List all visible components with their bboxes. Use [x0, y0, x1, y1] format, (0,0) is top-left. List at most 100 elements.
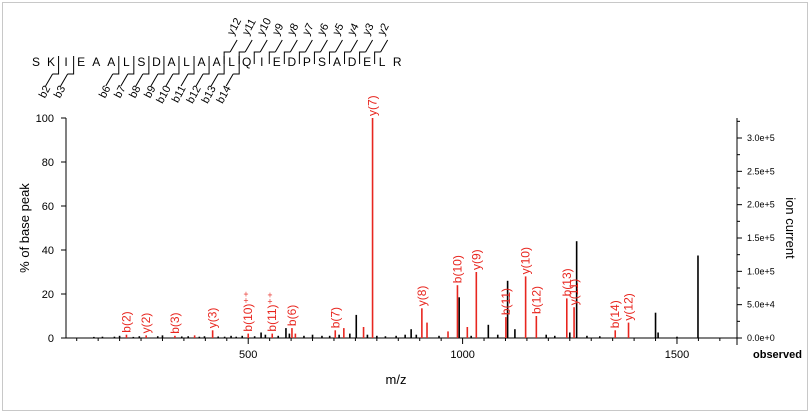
b-ion-bracket	[188, 56, 195, 75]
y-ion-bracket	[374, 51, 381, 64]
y-ion-leader	[335, 39, 343, 53]
y-ion-bracket	[313, 51, 321, 64]
sequence-residue: S	[137, 55, 145, 69]
y-ion-leader	[274, 39, 283, 53]
b-ion-leader	[195, 73, 204, 87]
y-ion-label: y6	[315, 22, 331, 38]
y-ion-leader	[319, 39, 328, 53]
y-ion-label: y10	[255, 16, 274, 37]
x-tick-label: 1000	[450, 349, 474, 361]
y-ion-bracket	[253, 51, 261, 64]
peak-label: b(3)	[168, 312, 182, 333]
y-ion-bracket	[283, 51, 291, 64]
peak-label: b(10)⁺⁺	[241, 291, 255, 332]
x-tick-label: 500	[239, 349, 257, 361]
peak-label: y(10)	[519, 247, 533, 274]
peak-label: y(2)	[139, 313, 153, 334]
y-ion-leader	[289, 39, 298, 53]
y2-tick-label: 2.0e+5	[747, 200, 775, 210]
y-ion-bracket	[359, 51, 366, 64]
y-ion-leader	[350, 39, 358, 53]
b-ion-label: b13	[200, 84, 219, 106]
b-ion-bracket	[52, 56, 60, 75]
b-ion-leader	[225, 73, 234, 87]
b-ion-label: b6	[97, 84, 113, 100]
b-ion-leader	[165, 73, 174, 87]
y-ion-label: y7	[300, 22, 316, 38]
y-ion-leader	[244, 39, 253, 53]
y-ion-leader	[380, 39, 389, 53]
sequence-residue: D	[348, 55, 357, 69]
chart-frame	[2, 2, 808, 411]
sequence-residue: Q	[242, 55, 251, 69]
x-axis-title: m/z	[386, 372, 407, 387]
b-ion-leader	[210, 73, 219, 87]
y2-tick-label: 2.5e+5	[747, 166, 775, 176]
b-ion-label: b12	[185, 84, 204, 106]
y-ion-label: y3	[361, 22, 377, 38]
y-ion-label: y5	[331, 22, 347, 38]
y-axis-title: % of base peak	[17, 183, 32, 273]
sequence-residue: I	[64, 55, 67, 69]
sequence-residue: L	[123, 55, 130, 69]
y-ion-label: y8	[285, 22, 301, 38]
spectrum-peaks	[93, 118, 699, 338]
b-ion-leader	[60, 73, 69, 87]
sequence-residue: E	[77, 55, 85, 69]
peak-label: y(12)	[622, 293, 636, 320]
b-ion-bracket	[67, 56, 75, 75]
peak-label: b(10)	[450, 255, 464, 283]
sequence-residue: D	[152, 55, 161, 69]
sequence-residue: A	[213, 55, 221, 69]
b-ion-label: b10	[154, 84, 173, 106]
sequence-residue: A	[167, 55, 175, 69]
peak-label: b(11)⁺⁺	[265, 292, 279, 332]
y-ion-label: y2	[376, 22, 392, 38]
sequence-residue: I	[260, 55, 263, 69]
b-ion-label: b8	[127, 84, 143, 100]
b-ion-label: b2	[37, 84, 53, 100]
y-ion-bracket	[268, 51, 276, 64]
sequence-residue: P	[303, 55, 311, 69]
y-tick-label: 0	[48, 333, 54, 345]
b-ion-label: b3	[52, 84, 68, 100]
sequence-residue: E	[273, 55, 281, 69]
b-ion-bracket	[127, 56, 135, 75]
y-tick-label: 60	[42, 201, 54, 213]
peak-label: y(3)	[206, 308, 220, 329]
y-ion-leader	[304, 39, 313, 53]
peak-labels: b(2) y(2) b(3) y(3) b(10)⁺⁺ b(11)⁺⁺ b(6) b(7) y(…	[119, 95, 635, 333]
y-ion-leader	[259, 39, 268, 53]
y-ion-bracket	[328, 51, 336, 64]
y2-axis-title: ion current	[783, 197, 798, 259]
b-ion-bracket	[203, 56, 210, 75]
x-footer-label: observed	[753, 349, 802, 361]
peak-label: y(9)	[469, 249, 483, 270]
y-ion-label: y12	[225, 16, 244, 37]
y-tick-label: 100	[36, 113, 54, 125]
y-ion-label: y11	[240, 17, 259, 38]
peptide-sequence-annotation: S K I E A A L S D A L A A L Q I E D P S A D E L Ry12y11y10y9y8y7…	[32, 16, 402, 106]
y-tick-label: 80	[42, 157, 54, 169]
b-ion-leader	[120, 73, 129, 87]
y-ion-bracket	[298, 51, 306, 64]
sequence-residue: L	[379, 55, 386, 69]
b-ion-label: b14	[215, 84, 234, 106]
sequence-residue: L	[183, 55, 190, 69]
peak-label: y(8)	[415, 286, 429, 307]
sequence-residue: R	[393, 55, 402, 69]
sequence-residue: L	[228, 55, 235, 69]
b-ion-bracket	[112, 56, 120, 75]
b-ion-bracket	[172, 56, 180, 75]
sequence-residue: D	[288, 55, 297, 69]
sequence-residue: A	[333, 55, 341, 69]
b-ion-bracket	[157, 56, 165, 75]
peak-label: b(6)	[285, 305, 299, 326]
sequence-residue: S	[32, 55, 40, 69]
b-ion-leader	[135, 73, 144, 87]
y-ion-label: y4	[346, 22, 362, 38]
y2-tick-label: 1.5e+5	[747, 233, 775, 243]
sequence-residue: A	[198, 55, 206, 69]
b-ion-bracket	[142, 56, 150, 75]
